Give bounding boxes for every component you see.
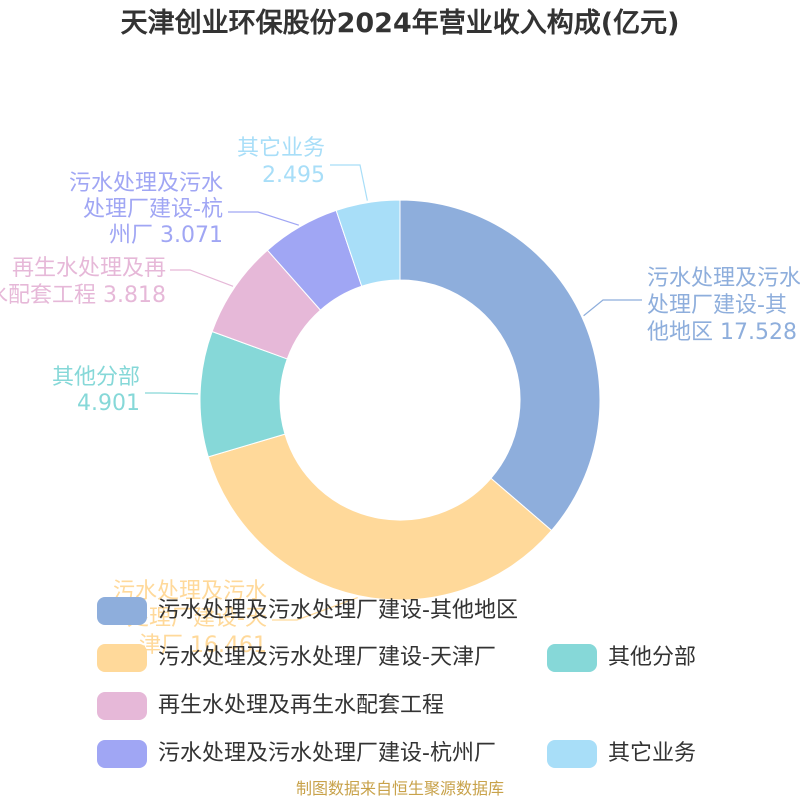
source-note: 制图数据来自恒生聚源数据库 (295, 779, 504, 798)
leader-line (272, 596, 358, 621)
data-label: 污水处理及污水处理厂建设-杭州厂 3.071 (69, 171, 223, 248)
legend-label: 污水处理及污水处理厂建设-其他地区 (158, 598, 518, 623)
legend-label: 其它业务 (608, 741, 697, 766)
legend-swatch (547, 644, 597, 672)
leader-line (228, 211, 300, 226)
legend-label: 污水处理及污水处理厂建设-杭州厂 (158, 741, 496, 766)
data-label: 污水处理及污水处理厂建设-其他地区 17.528 (647, 266, 800, 345)
legend-swatch (97, 644, 147, 672)
legend-label: 再生水处理及再生水配套工程 (158, 693, 445, 718)
legend-item-tianjin-plant[interactable]: 污水处理及污水处理厂建设-天津厂 (97, 644, 496, 672)
donut-slice[interactable] (207, 433, 553, 601)
legend-item-reclaimed-water[interactable]: 再生水处理及再生水配套工程 (97, 692, 444, 720)
donut-slice[interactable] (399, 199, 601, 532)
legend-item-hangzhou-plant[interactable]: 污水处理及污水处理厂建设-杭州厂 (97, 740, 496, 768)
leader-line (145, 392, 199, 395)
donut-slice[interactable] (335, 199, 401, 287)
legend-item-other-regions[interactable]: 污水处理及污水处理厂建设-其他地区 (97, 597, 518, 625)
legend-swatch (97, 740, 147, 768)
legend-swatch (97, 692, 147, 720)
legend-item-other-segments[interactable]: 其他分部 (547, 644, 696, 672)
leader-line (583, 299, 642, 317)
leader-line (170, 269, 234, 287)
legend-swatch (97, 597, 147, 625)
leader-line (330, 164, 368, 201)
chart-title: 天津创业环保股份2024年营业收入构成(亿元) (120, 8, 680, 39)
legend-label: 污水处理及污水处理厂建设-天津厂 (158, 645, 496, 670)
data-label: 其他分部 4.901 (52, 365, 140, 416)
data-label: 其它业务 2.495 (237, 136, 325, 188)
data-label: 再生水处理及再生水配套工程 3.818 (0, 256, 166, 308)
legend-item-other-business[interactable]: 其它业务 (547, 740, 696, 768)
legend-label: 其他分部 (608, 645, 697, 670)
legend-swatch (547, 740, 597, 768)
data-label: 污水处理及污水处理厂建设-天津厂 16.461 (113, 579, 267, 658)
